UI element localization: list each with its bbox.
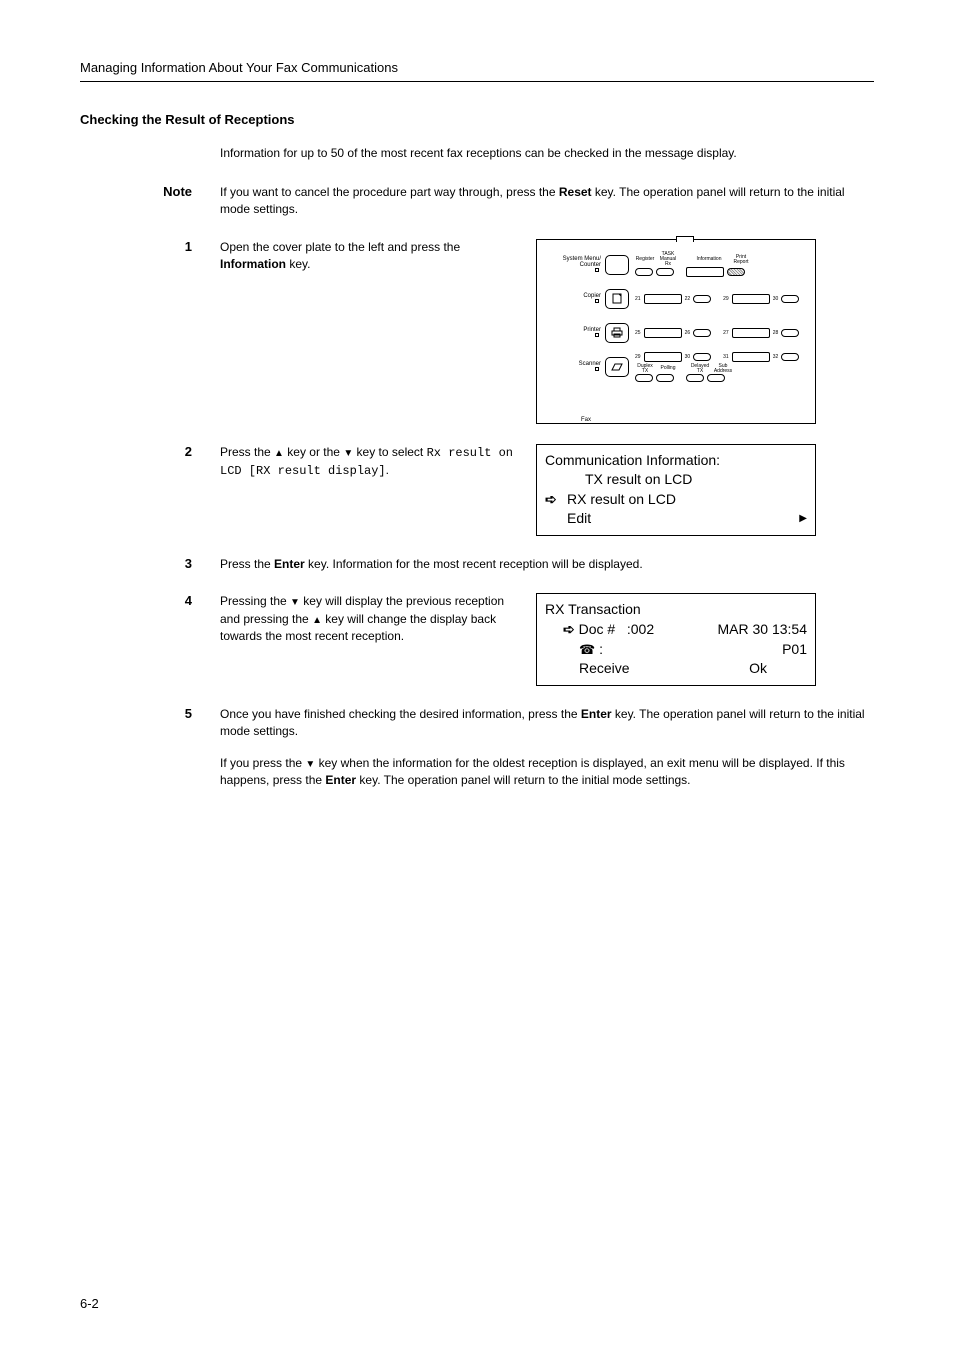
- s3-t1: Press the: [220, 557, 274, 571]
- s5-p1key: Enter: [581, 707, 612, 721]
- lcd1-figure: Communication Information: TX result on …: [536, 444, 816, 536]
- step-2-num: 2: [80, 444, 220, 459]
- lcd2-doc-label: Doc #: [579, 621, 616, 637]
- s2-t4: .: [386, 463, 389, 477]
- lbl-information: Information: [690, 257, 728, 262]
- note-label: Note: [80, 184, 220, 199]
- lbl-register: Register: [635, 257, 655, 262]
- btn-register: [635, 268, 653, 276]
- lbl-delayed: Delayed TX: [690, 364, 710, 374]
- lcd1-l2: RX result on LCD: [563, 490, 676, 510]
- mode-fax: Fax: [581, 417, 591, 423]
- lcd1-title: Communication Information:: [545, 451, 807, 471]
- intro-text: Information for up to 50 of the most rec…: [220, 145, 874, 162]
- step-1-num: 1: [80, 239, 220, 254]
- s5-p2a: If you press the: [220, 756, 305, 770]
- lbl-polling: Polling: [658, 366, 678, 371]
- s5-p2c: key. The operation panel will return to …: [356, 773, 690, 787]
- scanner-button: [605, 357, 629, 377]
- mode-printer: Printer: [549, 327, 605, 339]
- s2-t1: Press the: [220, 445, 274, 459]
- up-triangle-icon: ▲: [312, 615, 322, 626]
- s2-t3: key to select: [353, 445, 426, 459]
- btn-task: [656, 268, 674, 276]
- step-5: 5 Once you have finished checking the de…: [80, 706, 874, 790]
- s5-p2key: Enter: [325, 773, 356, 787]
- down-triangle-icon: ▼: [343, 448, 353, 459]
- mode-scanner: Scanner: [549, 361, 605, 373]
- step1-key: Information: [220, 257, 286, 271]
- lcd2-p01: P01: [782, 640, 807, 660]
- printer-button: [605, 323, 629, 343]
- up-triangle-icon: ▲: [274, 448, 284, 459]
- step-4-num: 4: [80, 593, 220, 608]
- s5-p1a: Once you have finished checking the desi…: [220, 707, 581, 721]
- s2-t2: key or the: [284, 445, 343, 459]
- system-button: [605, 255, 629, 275]
- step1-post: key.: [286, 257, 310, 271]
- lbl-print: Print Report: [731, 255, 751, 265]
- lcd1-l3: Edit: [545, 510, 591, 526]
- lcd2-doc-val: :002: [627, 621, 654, 637]
- step-1: 1 Open the cover plate to the left and p…: [80, 239, 874, 424]
- note-key: Reset: [559, 185, 592, 199]
- phone-icon: ☎: [579, 642, 595, 657]
- lbl-task: TASK Manual Rx: [658, 252, 678, 267]
- page-number: 6-2: [80, 1296, 99, 1311]
- page-heading: Checking the Result of Receptions: [80, 112, 874, 127]
- lcd2-title: RX Transaction: [545, 600, 807, 620]
- note-body: If you want to cancel the procedure part…: [220, 184, 874, 219]
- step-5-body: Once you have finished checking the desi…: [220, 706, 874, 790]
- step-3-body: Press the Enter key. Information for the…: [220, 556, 874, 573]
- lbl-sub: Sub Address: [713, 364, 733, 374]
- pointer-icon: ➪: [545, 621, 575, 637]
- copier-button: [605, 289, 629, 309]
- lcd1-l1: TX result on LCD: [563, 470, 692, 490]
- lcd2-figure: RX Transaction ➪ Doc # :002 MAR 30 13:54…: [536, 593, 816, 685]
- note-pre: If you want to cancel the procedure part…: [220, 185, 559, 199]
- step-4-body: Pressing the ▼ key will display the prev…: [220, 593, 520, 645]
- step-1-body: Open the cover plate to the left and pre…: [220, 239, 520, 274]
- s2-code2: [RX result display]: [242, 464, 386, 478]
- s4-t1: Pressing the: [220, 594, 290, 608]
- note-row: Note If you want to cancel the procedure…: [80, 184, 874, 219]
- lcd2-receive: Receive: [545, 659, 630, 679]
- step-2-body: Press the ▲ key or the ▼ key to select R…: [220, 444, 520, 481]
- step-5-num: 5: [80, 706, 220, 721]
- step-3-num: 3: [80, 556, 220, 571]
- s3-t2: key. Information for the most recent rec…: [305, 557, 643, 571]
- pointer-icon: ➪: [545, 490, 563, 510]
- lcd2-date: MAR 30 13:54: [718, 620, 808, 640]
- lbl-duplex: Duplex TX: [635, 364, 655, 374]
- btn-print: [727, 268, 745, 276]
- step-2: 2 Press the ▲ key or the ▼ key to select…: [80, 444, 874, 536]
- step1-pre: Open the cover plate to the left and pre…: [220, 240, 460, 254]
- lcd2-phone: :: [599, 641, 603, 657]
- down-triangle-icon: ▼: [305, 759, 315, 770]
- step-3: 3 Press the Enter key. Information for t…: [80, 556, 874, 573]
- down-triangle-icon: ▼: [290, 597, 300, 608]
- s3-key: Enter: [274, 557, 305, 571]
- btn-information: [686, 267, 724, 277]
- mode-system: System Menu/ Counter: [549, 256, 605, 274]
- panel-figure: System Menu/ Counter Register TASK Manua…: [536, 239, 816, 424]
- mode-copier: Copier: [549, 293, 605, 305]
- step-4: 4 Pressing the ▼ key will display the pr…: [80, 593, 874, 685]
- continue-icon: ▶: [799, 512, 807, 526]
- lcd2-ok: Ok: [749, 659, 807, 679]
- section-header: Managing Information About Your Fax Comm…: [80, 60, 874, 82]
